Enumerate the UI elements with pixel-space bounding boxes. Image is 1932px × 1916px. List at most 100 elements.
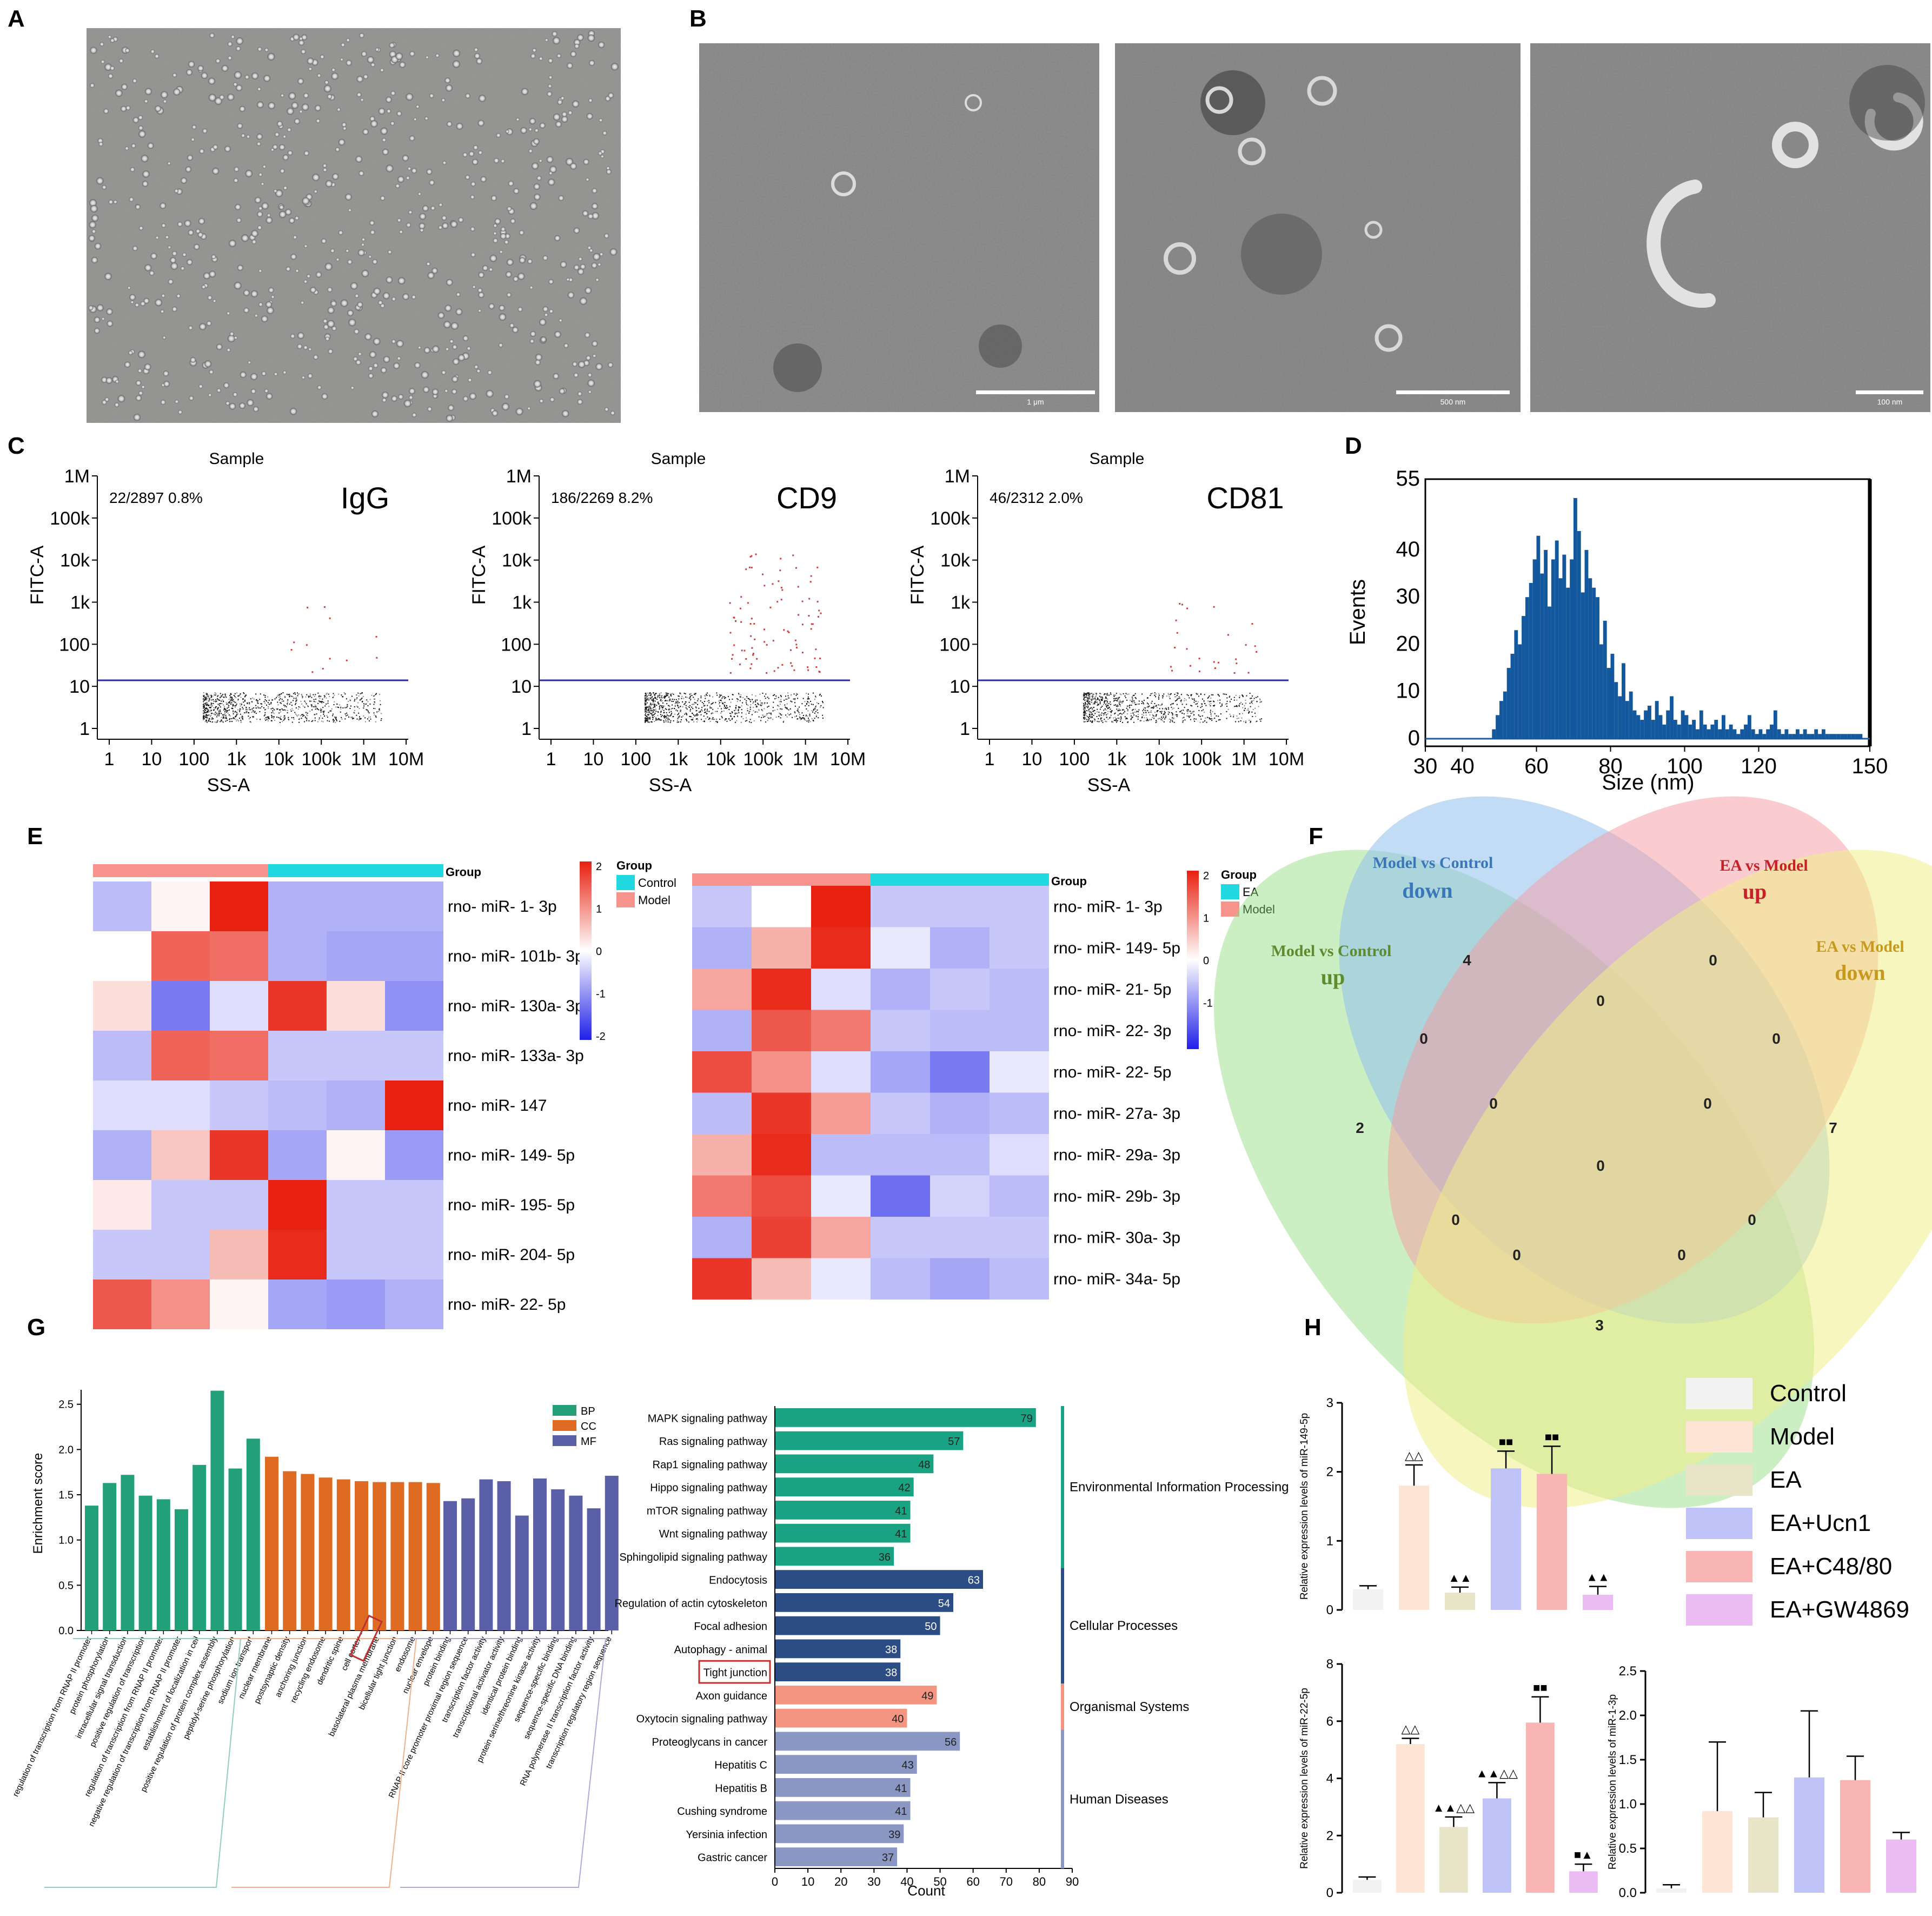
flow-event bbox=[1121, 709, 1123, 711]
flow-event bbox=[691, 719, 692, 720]
flow-event bbox=[721, 708, 722, 710]
flow-event bbox=[318, 696, 320, 698]
flow-event bbox=[1259, 698, 1260, 700]
heatmap-row-label: rno- miR- 133a- 3p bbox=[448, 1047, 584, 1065]
flow-event bbox=[208, 719, 210, 721]
flow-event bbox=[1084, 704, 1085, 706]
flow-event bbox=[218, 712, 220, 714]
flow-event bbox=[788, 697, 790, 699]
cell bbox=[274, 132, 280, 137]
flow-event bbox=[213, 713, 214, 715]
kegg-bar-value: 36 bbox=[879, 1552, 891, 1563]
flow-positive-event bbox=[815, 648, 817, 651]
flow-event bbox=[648, 707, 649, 709]
flow-event bbox=[719, 705, 721, 707]
flow-event bbox=[799, 706, 800, 708]
cell bbox=[315, 105, 321, 111]
flow-event bbox=[1086, 692, 1087, 694]
flow-event bbox=[207, 704, 208, 706]
kegg-category-label: Hepatitis B bbox=[715, 1782, 767, 1794]
qpcr-bar bbox=[1483, 1798, 1511, 1893]
flow-positive-event bbox=[376, 657, 378, 659]
heatmap-cell bbox=[268, 1279, 327, 1329]
heatmap-group-title: Group bbox=[1051, 874, 1087, 888]
go-bar bbox=[497, 1481, 511, 1630]
flow-event bbox=[1204, 712, 1205, 713]
flow-event bbox=[785, 714, 787, 716]
go-bar bbox=[228, 1468, 242, 1630]
flow-event bbox=[1108, 707, 1110, 709]
flow-event bbox=[646, 720, 648, 721]
cell bbox=[449, 339, 454, 344]
flow-event bbox=[203, 705, 205, 706]
flow-event bbox=[1135, 704, 1137, 705]
qpcr-bar bbox=[1353, 1880, 1382, 1893]
cell bbox=[274, 372, 278, 376]
hist-bar bbox=[1588, 578, 1592, 739]
flow-event bbox=[650, 709, 652, 711]
flow-event bbox=[646, 702, 648, 704]
cell bbox=[261, 202, 269, 210]
flow-event bbox=[224, 708, 226, 710]
flow-event bbox=[794, 702, 795, 704]
panel-label-h: H bbox=[1304, 1314, 1322, 1341]
cell bbox=[453, 358, 460, 365]
flow-event bbox=[245, 712, 247, 713]
flow-event bbox=[666, 703, 668, 705]
flow-event bbox=[207, 694, 208, 696]
flow-event bbox=[772, 707, 774, 708]
flow-event bbox=[1201, 710, 1203, 712]
qpcr-bar bbox=[1526, 1722, 1555, 1893]
flow-event bbox=[760, 702, 762, 704]
flow-event bbox=[809, 715, 811, 717]
flow-event bbox=[653, 704, 655, 706]
cell bbox=[449, 414, 456, 421]
cell bbox=[574, 264, 580, 270]
flow-event bbox=[1154, 694, 1156, 696]
flow-event bbox=[696, 714, 698, 716]
flow-event bbox=[1091, 692, 1093, 694]
flow-event bbox=[233, 711, 234, 713]
flow-event bbox=[232, 700, 234, 701]
kegg-category-label: mTOR signaling pathway bbox=[647, 1505, 767, 1517]
flow-event bbox=[1101, 705, 1103, 707]
panel-label-a: A bbox=[8, 5, 25, 32]
cell bbox=[506, 271, 512, 278]
flow-event bbox=[1147, 697, 1148, 699]
flow-event bbox=[794, 705, 796, 707]
flow-event bbox=[1085, 706, 1087, 707]
flow-event bbox=[266, 719, 268, 720]
flow-event bbox=[1252, 708, 1254, 710]
heatmap-cell bbox=[871, 969, 930, 1010]
flow-event bbox=[283, 700, 284, 702]
flow-event bbox=[779, 712, 780, 714]
flow-event bbox=[739, 696, 741, 698]
heatmap-cell bbox=[930, 1217, 990, 1258]
flow-event bbox=[648, 705, 650, 707]
flow-positive-event bbox=[735, 620, 737, 622]
cell bbox=[199, 148, 204, 154]
cell bbox=[115, 380, 119, 384]
go-category-label: identical protein binding bbox=[480, 1635, 524, 1716]
flow-event bbox=[229, 694, 231, 696]
flow-event bbox=[807, 698, 809, 699]
flow-event bbox=[358, 719, 360, 720]
flow-positive-event bbox=[749, 566, 751, 568]
cell bbox=[162, 336, 166, 340]
cell bbox=[504, 233, 510, 239]
cell bbox=[110, 65, 115, 71]
flow-event bbox=[705, 695, 706, 697]
flow-positive-event bbox=[761, 573, 763, 575]
flow-event bbox=[205, 693, 207, 695]
flow-event bbox=[1083, 708, 1085, 710]
flow-event bbox=[346, 715, 347, 717]
heatmap-group-bar bbox=[692, 873, 871, 886]
flow-event bbox=[1157, 710, 1158, 712]
flow-event bbox=[211, 713, 213, 714]
flow-event bbox=[1180, 700, 1181, 702]
heatmap-legend-label: EA bbox=[1243, 885, 1259, 899]
cell bbox=[188, 326, 193, 330]
flow-positive-event bbox=[772, 583, 774, 585]
flow-event bbox=[356, 698, 357, 700]
flow-event bbox=[1086, 721, 1088, 722]
